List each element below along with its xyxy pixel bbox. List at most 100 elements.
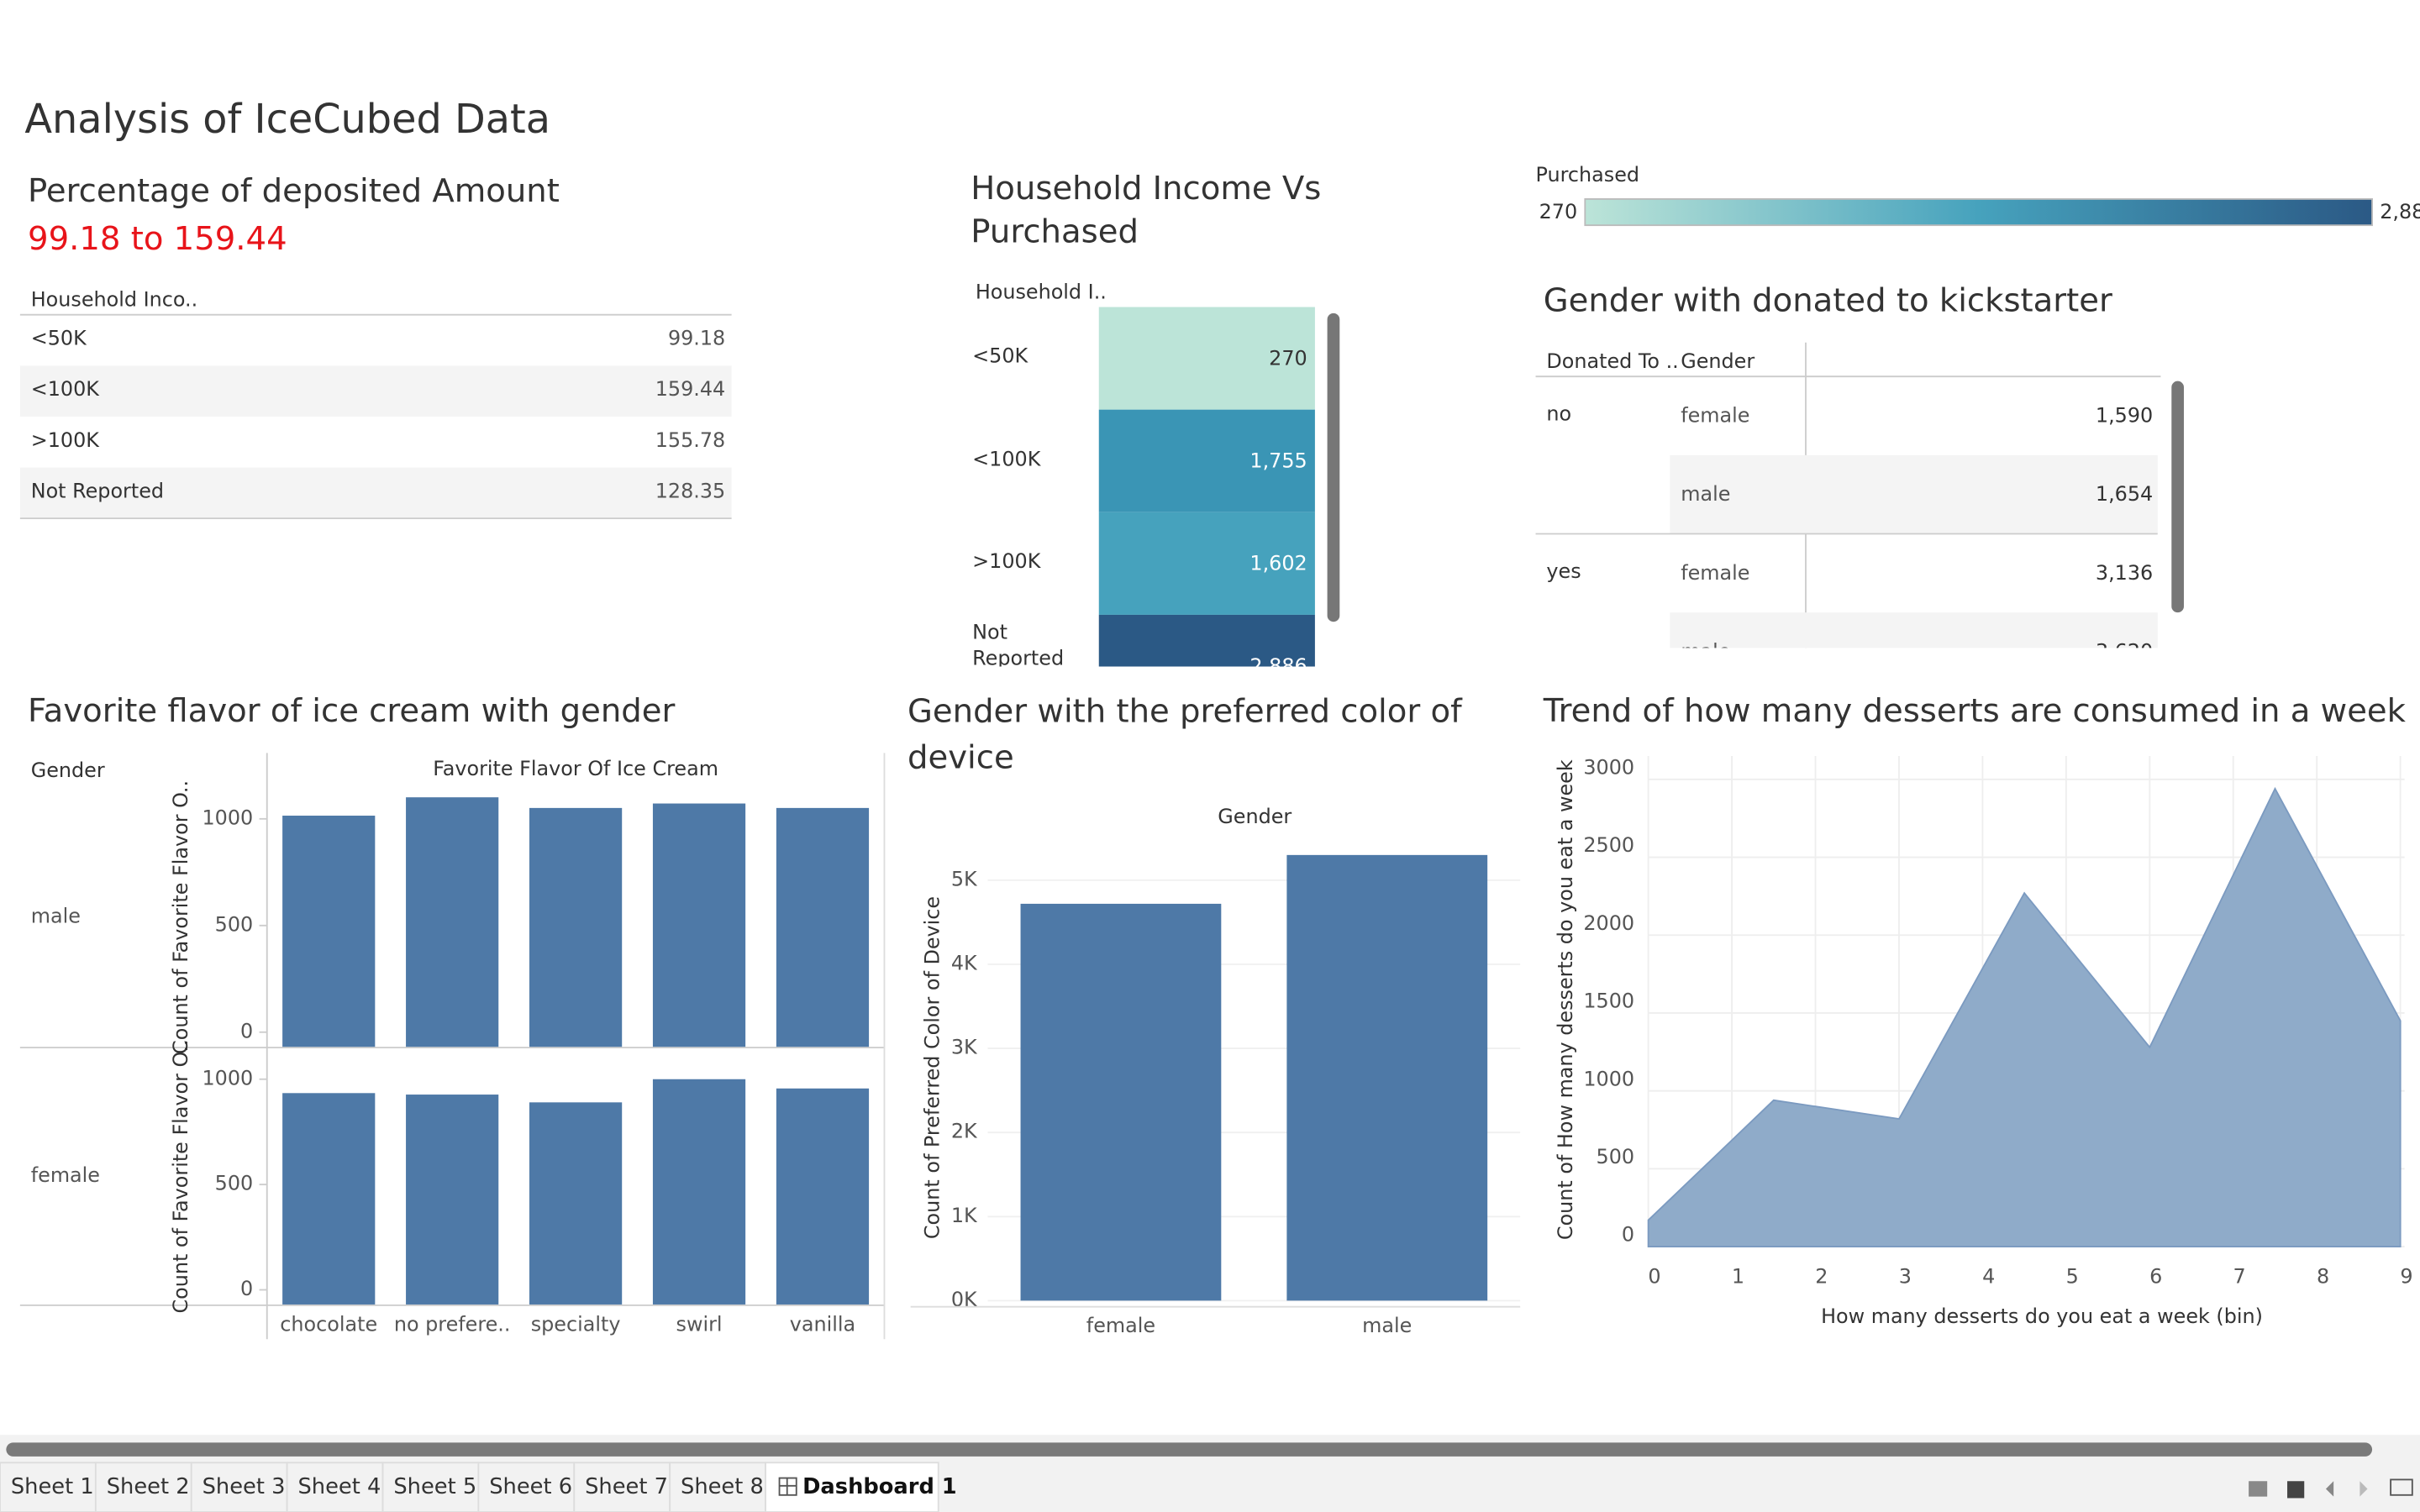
area: [1647, 786, 2402, 1247]
y-tick-label: 0K: [951, 1288, 978, 1311]
x-tick-label: 2: [1815, 1264, 1828, 1288]
x-tick-label: specialty: [531, 1312, 621, 1336]
cell-value: 128.35: [655, 479, 726, 502]
tab-label[interactable]: Sheet 7: [585, 1474, 668, 1499]
label-box: >100K: [972, 551, 1040, 575]
y-tick-label: 0: [240, 1019, 253, 1042]
row-label: Not Reported: [972, 621, 1065, 671]
row-band: [19, 365, 732, 417]
row-label: male: [31, 904, 81, 927]
x-tick-label: vanilla: [790, 1312, 855, 1336]
icon[interactable]: [2390, 1478, 2413, 1496]
view-controls: [2249, 1478, 2413, 1499]
label-box: <100K: [972, 448, 1041, 472]
icon[interactable]: [2249, 1481, 2268, 1497]
x-axis-title: Favorite Flavor Of Ice Cream: [433, 757, 718, 780]
x-tick-label: chocolate: [280, 1312, 377, 1336]
cell-label: 1,755: [1249, 449, 1307, 473]
tab-label[interactable]: Sheet 4: [297, 1474, 381, 1499]
bar: [776, 807, 870, 1047]
chart-title: Household Income Vs Purchased: [971, 170, 1322, 250]
column-header: Gender: [1681, 349, 1754, 373]
icon[interactable]: [2360, 1481, 2368, 1497]
cell: [1098, 307, 1315, 410]
legend-title: Purchased: [1536, 163, 1640, 186]
legend-min: 270: [1539, 200, 1578, 223]
tab[interactable]: [573, 1462, 671, 1512]
row-label: <100K: [31, 377, 101, 401]
y-tick-label: 2500: [1583, 833, 1634, 857]
row-header: Gender: [31, 759, 105, 782]
y-tick-label: 1K: [951, 1204, 978, 1227]
row-label: <100K: [972, 448, 1041, 472]
x-tick-label: female: [1086, 1314, 1155, 1337]
tab-label[interactable]: Sheet 8: [681, 1474, 764, 1499]
row-label: female: [31, 1163, 100, 1187]
tab[interactable]: [0, 1462, 97, 1512]
y-tick-label: 1000: [202, 1066, 253, 1089]
tab-label[interactable]: Sheet 1: [11, 1474, 94, 1499]
tab[interactable]: [94, 1462, 192, 1512]
tabs: Sheet 1 Sheet 2 Sheet 3 Sheet 4 Sheet 5 Sheet…: [0, 1462, 957, 1512]
x-tick-label: no prefere..: [394, 1312, 511, 1336]
legend-max: 2,88: [2380, 200, 2420, 223]
label-box: Not Reported: [972, 621, 1065, 671]
y-tick-label: 1500: [1583, 990, 1634, 1013]
chart-title: Favorite flavor of ice cream with gender: [28, 692, 675, 730]
tab[interactable]: [286, 1462, 384, 1512]
tab-label[interactable]: Sheet 6: [489, 1474, 572, 1499]
chart-title: Gender with the preferred color of devic…: [908, 692, 1462, 776]
tab-label[interactable]: Sheet 5: [393, 1474, 476, 1499]
cell-value: 155.78: [655, 428, 726, 452]
icon[interactable]: [2287, 1481, 2305, 1499]
chart-title: Percentage of deposited Amount: [28, 172, 560, 210]
bar: [406, 1095, 499, 1305]
icon[interactable]: [2325, 1481, 2334, 1497]
y-axis-title: Count of How many desserts do you eat a …: [1554, 759, 1577, 1240]
tab[interactable]: [765, 1462, 939, 1512]
scrollbar[interactable]: [6, 1442, 2373, 1457]
chart-title: Trend of how many desserts are consumed …: [1543, 692, 2407, 730]
cell: [1098, 614, 1315, 667]
cell-value: 3,136: [2096, 561, 2153, 585]
x-axis-title: How many desserts do you eat a week (bin…: [1821, 1305, 2263, 1328]
y-axis-title: Count of Favorite Flavor O..: [169, 1040, 192, 1314]
tab[interactable]: [381, 1462, 480, 1512]
row-label: >100K: [31, 428, 101, 452]
legend-gradient: [1584, 198, 2373, 227]
column-header: Household Inco..: [31, 288, 197, 312]
x-tick-label: 6: [2149, 1264, 2162, 1288]
bar: [529, 807, 623, 1047]
tab[interactable]: [477, 1462, 576, 1512]
bar: [282, 816, 376, 1047]
y-axis-title: Count of Preferred Color of Device: [921, 896, 944, 1239]
bar: [1286, 854, 1488, 1301]
row-band: [1670, 454, 2158, 534]
row-band: [1670, 612, 2158, 648]
y-tick-label: 2K: [951, 1120, 978, 1143]
label-box: <50K: [972, 345, 1028, 369]
scrollbar[interactable]: [2171, 381, 2184, 613]
tab[interactable]: [190, 1462, 288, 1512]
tab-icon: [778, 1477, 797, 1496]
x-tick-label: 5: [2066, 1264, 2079, 1288]
x-tick-label: 9: [2400, 1264, 2412, 1288]
column-header: Household I..: [976, 280, 1107, 303]
y-tick-label: 500: [1597, 1145, 1635, 1168]
row-band: [19, 467, 732, 519]
scrollbar[interactable]: [1327, 312, 1340, 622]
tab-label[interactable]: Dashboard 1: [802, 1474, 957, 1499]
group: no female 1,590 male 1,654 yes female 3,136 male…: [1535, 402, 2158, 648]
bar: [1020, 903, 1222, 1301]
tab-label[interactable]: Sheet 2: [107, 1474, 190, 1499]
bar: [652, 1079, 746, 1305]
cell-value: 1,590: [2096, 403, 2153, 427]
row-label: female: [1681, 403, 1749, 427]
row-label: female: [1681, 561, 1749, 585]
x-tick-label: 3: [1899, 1264, 1912, 1288]
x-tick-label: swirl: [676, 1312, 723, 1336]
tab-label[interactable]: Sheet 3: [203, 1474, 286, 1499]
bar: [652, 803, 746, 1047]
